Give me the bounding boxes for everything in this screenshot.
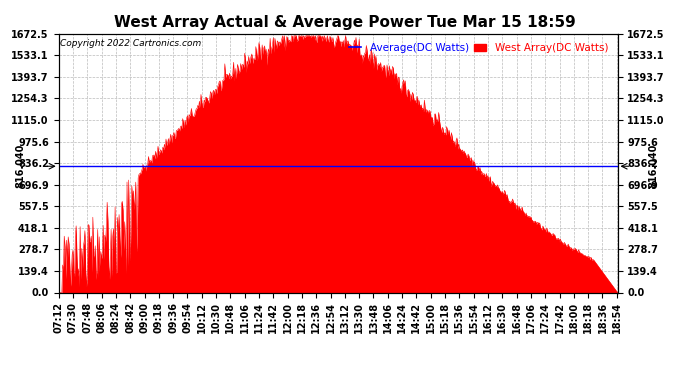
Text: West Array Actual & Average Power Tue Mar 15 18:59: West Array Actual & Average Power Tue Ma…: [114, 15, 576, 30]
Text: 816.040: 816.040: [16, 144, 26, 189]
Text: Copyright 2022 Cartronics.com: Copyright 2022 Cartronics.com: [60, 39, 201, 48]
Legend: Average(DC Watts), West Array(DC Watts): Average(DC Watts), West Array(DC Watts): [344, 39, 612, 57]
Text: 816.040: 816.040: [649, 144, 658, 189]
